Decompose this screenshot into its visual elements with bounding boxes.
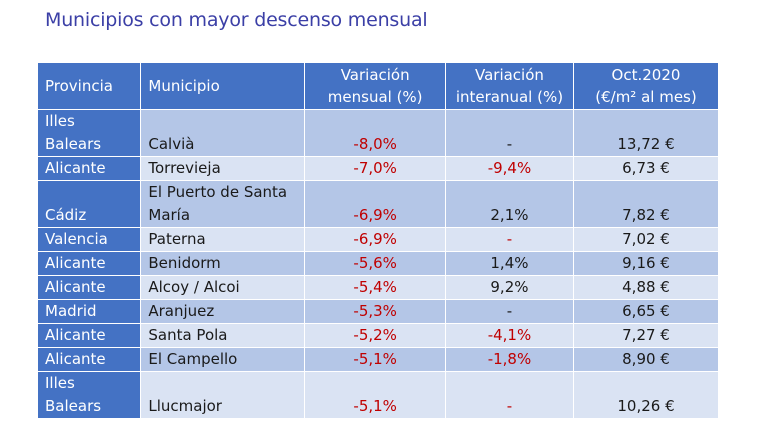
table-body: Illes Balears Calvià -8,0% - 13,72 € Alic… <box>36 109 719 419</box>
header-variacion-interanual: Variación interanual (%) <box>444 62 575 110</box>
cell-variacion-mensual: -6,9% <box>304 227 446 252</box>
municipio-line1: Santa Pola <box>148 326 228 344</box>
cell-precio: 8,90 € <box>573 347 719 372</box>
table-header-row: Provincia Municipio Variación mensual (%… <box>36 62 719 110</box>
table-row: Alicante Alcoy / Alcoi -5,4% 9,2% 4,88 € <box>36 275 719 300</box>
municipio-line2: Llucmajor <box>148 397 222 415</box>
cell-municipio: El Campello <box>140 347 306 372</box>
table-row: Illes Balears Llucmajor -5,1% - 10,26 € <box>36 371 719 419</box>
cell-precio: 6,73 € <box>573 156 719 181</box>
municipio-line1: Torrevieja <box>148 159 221 177</box>
cell-provincia: Alicante <box>36 251 142 276</box>
cell-variacion-mensual: -8,0% <box>304 109 446 157</box>
cell-variacion-interanual: 2,1% <box>444 180 575 228</box>
cell-provincia: Valencia <box>36 227 142 252</box>
table-row: Alicante El Campello -5,1% -1,8% 8,90 € <box>36 347 719 372</box>
header-variacion-interanual-line2: interanual (%) <box>455 88 564 106</box>
cell-variacion-mensual: -5,2% <box>304 323 446 348</box>
cell-variacion-interanual: 1,4% <box>444 251 575 276</box>
cell-provincia: Illes Balears <box>36 371 142 419</box>
municipio-line2: Calvià <box>148 135 195 153</box>
header-variacion-mensual: Variación mensual (%) <box>304 62 446 110</box>
cell-precio: 10,26 € <box>573 371 719 419</box>
header-variacion-mensual-line2: mensual (%) <box>327 88 423 106</box>
cell-variacion-interanual: - <box>444 227 575 252</box>
cell-precio: 7,82 € <box>573 180 719 228</box>
header-precio-line1: Oct.2020 <box>611 66 681 84</box>
table-row: Illes Balears Calvià -8,0% - 13,72 € <box>36 109 719 157</box>
municipio-line1: Benidorm <box>148 254 221 272</box>
cell-municipio: Torrevieja <box>140 156 306 181</box>
provincia-line1: Alicante <box>45 326 106 344</box>
cell-provincia: Alicante <box>36 275 142 300</box>
cell-variacion-interanual: -1,8% <box>444 347 575 372</box>
cell-municipio: Alcoy / Alcoi <box>140 275 306 300</box>
provincia-line1: Illes <box>45 374 75 392</box>
cell-variacion-interanual: 9,2% <box>444 275 575 300</box>
page-title: Municipios con mayor descenso mensual <box>45 9 428 31</box>
table-row: Alicante Santa Pola -5,2% -4,1% 7,27 € <box>36 323 719 348</box>
cell-municipio: Aranjuez <box>140 299 306 324</box>
cell-precio: 7,02 € <box>573 227 719 252</box>
header-precio: Oct.2020 (€/m² al mes) <box>573 62 719 110</box>
cell-municipio: Paterna <box>140 227 306 252</box>
cell-variacion-mensual: -6,9% <box>304 180 446 228</box>
provincia-line1: Alicante <box>45 159 106 177</box>
cell-provincia: Alicante <box>36 347 142 372</box>
cell-precio: 6,65 € <box>573 299 719 324</box>
municipio-line1: Aranjuez <box>148 302 215 320</box>
cell-municipio: El Puerto de Santa María <box>140 180 306 228</box>
municipio-line1: Alcoy / Alcoi <box>148 278 240 296</box>
cell-variacion-mensual: -5,1% <box>304 371 446 419</box>
cell-provincia: Cádiz <box>36 180 142 228</box>
table-row: Madrid Aranjuez -5,3% - 6,65 € <box>36 299 719 324</box>
cell-variacion-mensual: -5,6% <box>304 251 446 276</box>
cell-precio: 7,27 € <box>573 323 719 348</box>
cell-variacion-mensual: -7,0% <box>304 156 446 181</box>
provincia-line1: Madrid <box>45 302 97 320</box>
cell-municipio: Calvià <box>140 109 306 157</box>
cell-provincia: Alicante <box>36 156 142 181</box>
municipios-table: Provincia Municipio Variación mensual (%… <box>36 62 719 419</box>
table-row: Alicante Benidorm -5,6% 1,4% 9,16 € <box>36 251 719 276</box>
cell-variacion-interanual: -4,1% <box>444 323 575 348</box>
table-row: Cádiz El Puerto de Santa María -6,9% 2,1%… <box>36 180 719 228</box>
cell-provincia: Madrid <box>36 299 142 324</box>
cell-variacion-interanual: - <box>444 299 575 324</box>
header-variacion-interanual-line1: Variación <box>474 66 544 84</box>
provincia-line1: Alicante <box>45 350 106 368</box>
cell-precio: 4,88 € <box>573 275 719 300</box>
cell-variacion-mensual: -5,4% <box>304 275 446 300</box>
cell-variacion-mensual: -5,3% <box>304 299 446 324</box>
municipio-line1: El Campello <box>148 350 238 368</box>
cell-variacion-mensual: -5,1% <box>304 347 446 372</box>
header-provincia: Provincia <box>36 62 142 110</box>
cell-variacion-interanual: -9,4% <box>444 156 575 181</box>
municipio-line1: El Puerto de Santa <box>148 183 288 201</box>
municipio-line1: Paterna <box>148 230 206 248</box>
cell-provincia: Illes Balears <box>36 109 142 157</box>
provincia-line2: Balears <box>45 135 102 153</box>
cell-precio: 13,72 € <box>573 109 719 157</box>
cell-precio: 9,16 € <box>573 251 719 276</box>
header-variacion-mensual-line1: Variación <box>340 66 410 84</box>
header-municipio: Municipio <box>140 62 306 110</box>
table-row: Alicante Torrevieja -7,0% -9,4% 6,73 € <box>36 156 719 181</box>
cell-provincia: Alicante <box>36 323 142 348</box>
provincia-line1: Valencia <box>45 230 108 248</box>
provincia-line1: Illes <box>45 112 75 130</box>
municipio-line2: María <box>148 206 191 224</box>
table-row: Valencia Paterna -6,9% - 7,02 € <box>36 227 719 252</box>
provincia-line2: Balears <box>45 397 102 415</box>
provincia-line2: Cádiz <box>45 206 87 224</box>
cell-variacion-interanual: - <box>444 109 575 157</box>
provincia-line1: Alicante <box>45 254 106 272</box>
cell-municipio: Llucmajor <box>140 371 306 419</box>
provincia-line1: Alicante <box>45 278 106 296</box>
header-precio-line2: (€/m² al mes) <box>595 88 697 106</box>
cell-municipio: Benidorm <box>140 251 306 276</box>
cell-variacion-interanual: - <box>444 371 575 419</box>
cell-municipio: Santa Pola <box>140 323 306 348</box>
